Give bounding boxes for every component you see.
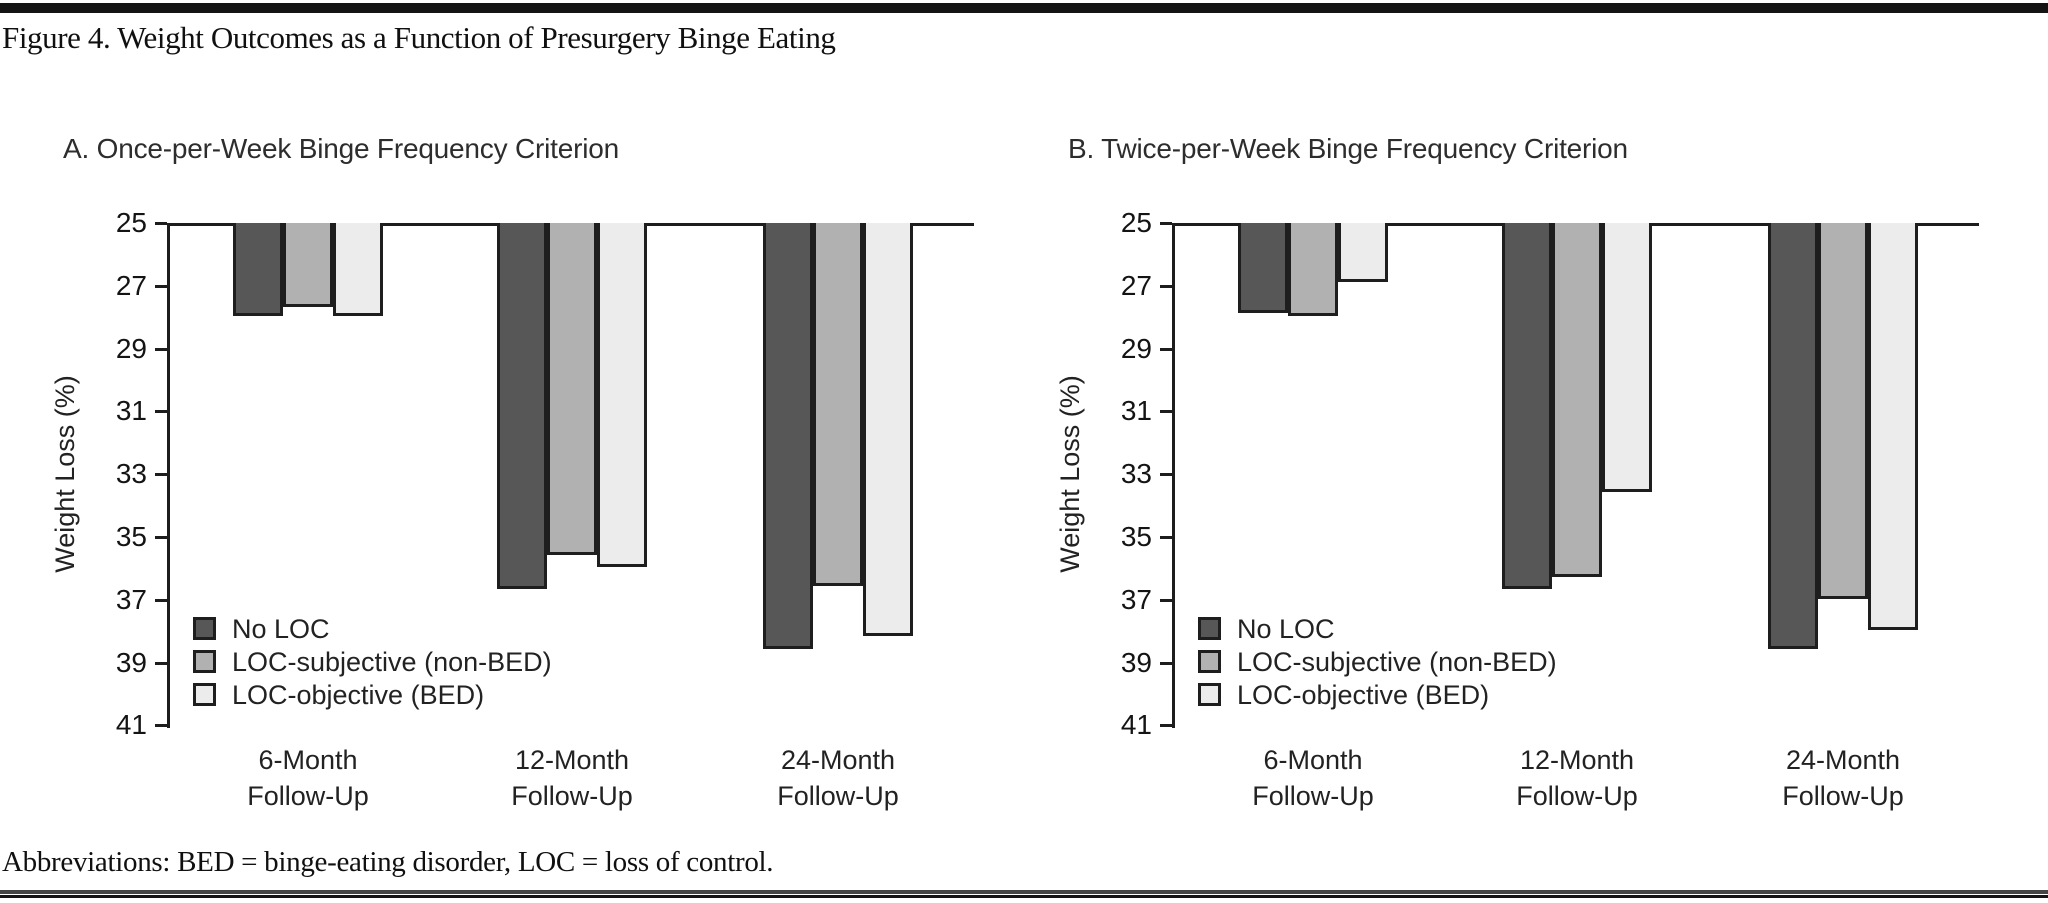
bar [813, 223, 863, 587]
top-rule [0, 3, 2048, 13]
legend-swatch [1198, 650, 1221, 673]
y-tick-label: 33 [115, 458, 147, 490]
y-tick-mark [1160, 724, 1172, 728]
y-tick-mark [1160, 284, 1172, 288]
bottom-rule-upper [0, 890, 2048, 894]
legend-swatch [193, 617, 216, 640]
bar [1868, 223, 1918, 631]
y-tick-label: 31 [1120, 395, 1152, 427]
y-tick-mark [1160, 536, 1172, 539]
legend-label: No LOC [1237, 614, 1335, 644]
bar [1818, 223, 1868, 599]
abbreviations-note: Abbreviations: BED = binge-eating disord… [2, 846, 774, 878]
y-tick-label: 39 [1120, 646, 1152, 678]
y-tick-label: 41 [1120, 709, 1152, 741]
y-tick-mark [1160, 222, 1172, 225]
legend-label: No LOC [232, 614, 330, 644]
bar [1602, 223, 1652, 492]
bar [1288, 223, 1338, 317]
y-tick-mark [155, 598, 167, 602]
panel-title: A. Once-per-Week Binge Frequency Criteri… [63, 133, 619, 164]
y-tick-label: 39 [115, 646, 147, 678]
x-category-label: 12-Month Follow-Up [511, 745, 633, 811]
bar [1338, 223, 1388, 282]
y-tick-mark [1160, 410, 1172, 414]
y-tick-mark [1160, 347, 1172, 351]
y-axis-title: Weight Loss (%) [1055, 375, 1085, 573]
bar [233, 223, 283, 317]
bar [1552, 223, 1602, 577]
legend-swatch [1198, 617, 1221, 640]
bar [1768, 223, 1818, 649]
y-tick-label: 25 [1120, 207, 1152, 238]
y-tick-label: 37 [1120, 583, 1152, 615]
x-category-label: 24-Month Follow-Up [1782, 745, 1904, 811]
y-tick-mark [155, 661, 167, 665]
legend-label: LOC-subjective (non-BED) [232, 647, 552, 677]
y-tick-label: 29 [1120, 332, 1152, 364]
y-tick-label: 27 [1120, 269, 1152, 301]
y-axis-line [167, 223, 170, 729]
y-tick-label: 35 [115, 521, 147, 552]
x-category-label: 6-Month Follow-Up [1252, 745, 1374, 811]
panel-title: B. Twice-per-Week Binge Frequency Criter… [1068, 133, 1628, 164]
figure-title: Figure 4. Weight Outcomes as a Function … [2, 20, 836, 55]
bar [283, 223, 333, 307]
y-tick-label: 31 [115, 395, 147, 427]
y-tick-label: 33 [1120, 458, 1152, 490]
y-tick-mark [155, 473, 167, 477]
bottom-rule-lower [0, 895, 2048, 898]
x-category-label: 12-Month Follow-Up [1516, 745, 1638, 811]
legend-label: LOC-objective (BED) [1237, 680, 1490, 710]
y-tick-label: 41 [115, 709, 147, 741]
y-axis-title: Weight Loss (%) [50, 375, 80, 573]
y-axis-line [1172, 223, 1175, 729]
y-tick-mark [1160, 661, 1172, 665]
y-tick-mark [155, 724, 167, 728]
legend-swatch [1198, 683, 1221, 706]
y-tick-mark [155, 536, 167, 539]
y-tick-label: 25 [115, 207, 147, 238]
y-tick-mark [155, 347, 167, 351]
y-tick-mark [1160, 598, 1172, 602]
y-tick-label: 29 [115, 332, 147, 364]
bar [333, 223, 383, 317]
y-tick-mark [155, 222, 167, 225]
bar [1502, 223, 1552, 590]
y-tick-mark [155, 284, 167, 288]
bar [597, 223, 647, 568]
x-category-label: 6-Month Follow-Up [247, 745, 369, 811]
legend-swatch [193, 650, 216, 673]
legend-label: LOC-subjective (non-BED) [1237, 647, 1557, 677]
y-tick-label: 37 [115, 583, 147, 615]
legend-label: LOC-objective (BED) [232, 680, 485, 710]
bar [547, 223, 597, 555]
legend-swatch [193, 683, 216, 706]
y-tick-label: 27 [115, 269, 147, 301]
bar [763, 223, 813, 649]
bar [863, 223, 913, 637]
y-tick-label: 35 [1120, 521, 1152, 552]
y-tick-mark [1160, 473, 1172, 477]
bar [497, 223, 547, 590]
y-tick-mark [155, 410, 167, 414]
x-category-label: 24-Month Follow-Up [777, 745, 899, 811]
bar [1238, 223, 1288, 313]
